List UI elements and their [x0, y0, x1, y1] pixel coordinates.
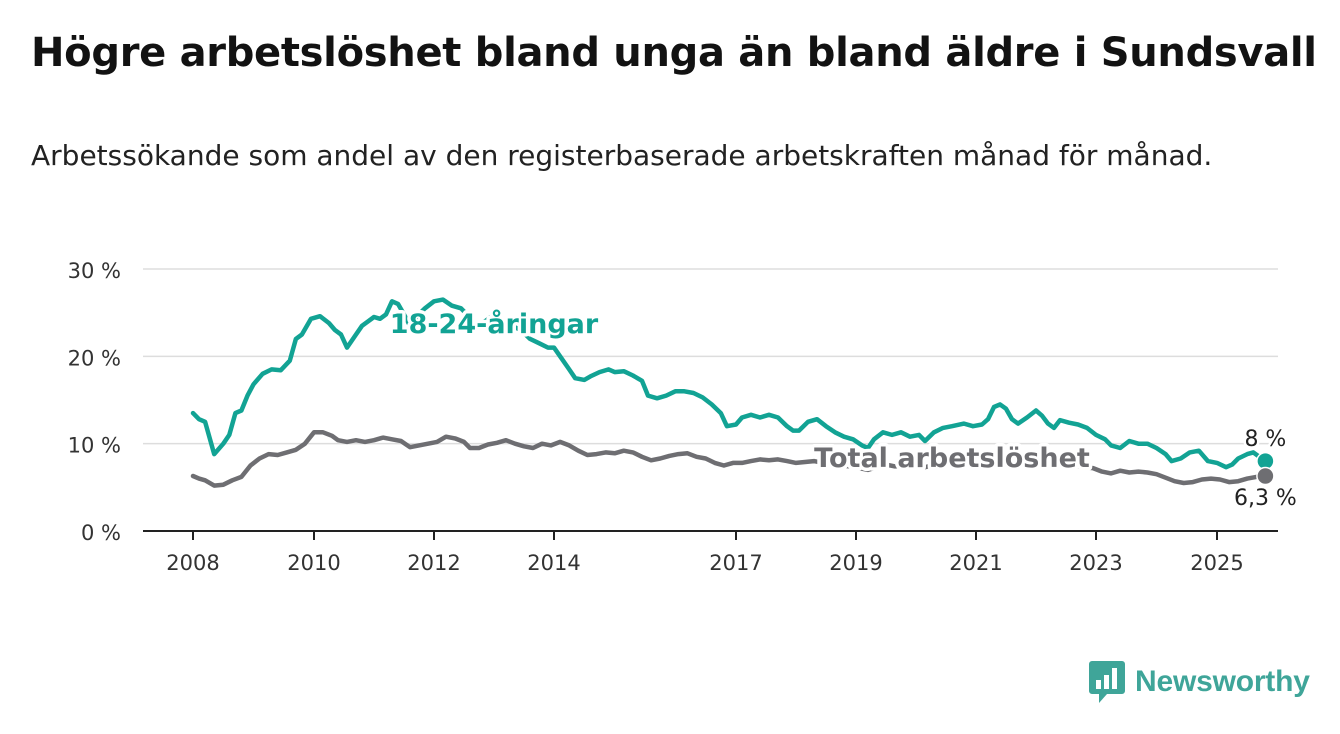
- x-tick-label: 2025: [1190, 551, 1243, 575]
- series-label-youth: 18-24-åringar: [390, 308, 599, 340]
- x-tick-label: 2019: [829, 551, 882, 575]
- x-tick-label: 2010: [287, 551, 340, 575]
- y-tick-label: 10 %: [68, 434, 121, 458]
- chart-title: Högre arbetslöshet bland unga än bland ä…: [31, 30, 1317, 76]
- series-annotations: 18-24-åringar Total arbetslöshet: [386, 304, 1093, 477]
- series-label-total: Total arbetslöshet: [814, 443, 1090, 474]
- end-value-label-total: 6,3 %: [1234, 486, 1297, 511]
- y-tick-label: 0 %: [81, 521, 121, 545]
- brand-name: Newsworthy: [1135, 665, 1310, 698]
- series-line-youth: [190, 297, 1268, 470]
- x-tick-label: 2021: [949, 551, 1002, 575]
- newsworthy-logo-icon: [1089, 661, 1125, 703]
- x-tick-label: 2014: [527, 551, 580, 575]
- y-axis-tick-labels: 0 % 10 % 20 % 30 %: [68, 259, 121, 545]
- x-tick-label: 2023: [1069, 551, 1122, 575]
- x-tick-label: 2017: [709, 551, 762, 575]
- x-tick-label: 2008: [166, 551, 219, 575]
- end-value-label-youth: 8 %: [1244, 427, 1286, 452]
- line-chart: 0 % 10 % 20 % 30 % 2008 2010 2012 2014 2017 2019…: [67, 259, 1299, 575]
- chart-subtitle: Arbetssökande som andel av den registerb…: [31, 139, 1213, 172]
- series-lines: [190, 297, 1268, 488]
- y-tick-label: 20 %: [68, 346, 121, 370]
- gridlines: [143, 268, 1278, 532]
- end-markers: 8 % 6,3 %: [1231, 425, 1299, 514]
- x-tick-label: 2012: [407, 551, 460, 575]
- x-axis-ticks: 2008 2010 2012 2014 2017 2019 2021 2023 2025: [166, 531, 1244, 575]
- newsworthy-logo[interactable]: Newsworthy: [1089, 660, 1310, 704]
- end-point-total: [1256, 466, 1275, 486]
- series-line-total: [190, 430, 1268, 488]
- y-tick-label: 30 %: [68, 259, 121, 283]
